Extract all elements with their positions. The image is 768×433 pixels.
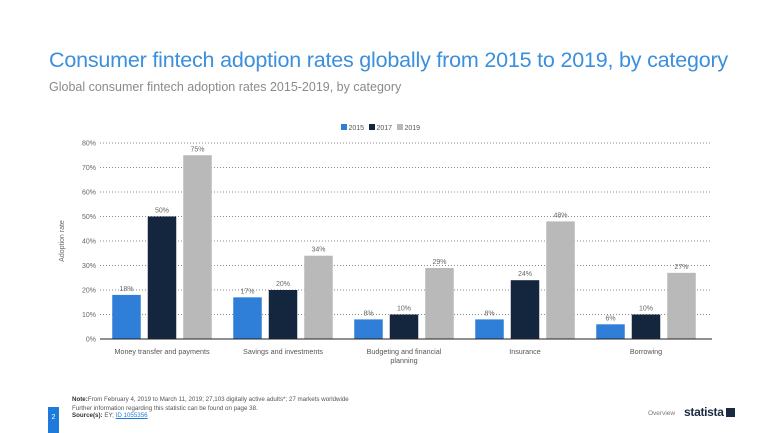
y-tick-label: 10%	[82, 312, 96, 319]
legend-swatch-2015	[341, 124, 347, 130]
page-number: 2	[48, 407, 59, 433]
bar-2017	[389, 314, 419, 339]
statista-logo: statista	[684, 405, 735, 419]
bar-2019	[667, 272, 696, 339]
note: Note:From February 4, 2019 to March 11, …	[72, 396, 349, 403]
bar-2019	[304, 255, 333, 339]
legend-label: 2017	[377, 125, 393, 132]
data-label: 48%	[553, 212, 567, 219]
bar-2019	[546, 221, 575, 339]
bar-2015	[112, 294, 141, 339]
source-link[interactable]: ID 1055356	[115, 412, 148, 419]
legend-swatch-2019	[397, 124, 403, 130]
bar-2015	[354, 319, 383, 339]
data-label: 10%	[397, 306, 411, 313]
legend-label: 2019	[405, 125, 421, 132]
further-info: Further information regarding this stati…	[72, 405, 258, 412]
bar-2015	[596, 324, 625, 339]
bar-chart: 0% 10% 20% 30% 40% 50% 60% 70% 80% Adoption rate 1…	[59, 124, 712, 365]
y-tick-label: 50%	[82, 214, 96, 221]
y-tick-label: 60%	[82, 190, 96, 197]
data-label: 24%	[518, 271, 532, 278]
data-label: 75%	[190, 146, 204, 153]
note-label: Note:	[72, 396, 88, 403]
source: Source(s): EY; ID 1055356	[72, 412, 148, 419]
data-label: 20%	[276, 281, 290, 288]
data-label: 8%	[484, 310, 494, 317]
bar-2019	[425, 267, 454, 339]
y-axis-label: Adoption rate	[59, 220, 66, 262]
page-subtitle: Global consumer fintech adoption rates 2…	[49, 80, 402, 94]
legend-swatch-2017	[369, 124, 375, 130]
x-tick-label: Insurance	[509, 347, 541, 356]
bar-2017	[147, 216, 177, 339]
source-label: Source(s):	[72, 412, 103, 419]
x-tick-label: Money transfer and payments	[114, 347, 209, 356]
legend-label: 2015	[349, 125, 365, 132]
bar-2015	[233, 297, 262, 339]
y-tick-label: 30%	[82, 263, 96, 270]
y-tick-label: 20%	[82, 288, 96, 295]
y-tick-label: 80%	[82, 141, 96, 148]
x-tick-label: planning	[390, 356, 417, 365]
bar-2017	[268, 290, 298, 339]
x-tick-label: Borrowing	[630, 347, 662, 356]
logo-mark-icon	[725, 408, 735, 417]
data-label: 10%	[639, 306, 653, 313]
source-text: EY;	[102, 412, 116, 419]
y-tick-label: 0%	[86, 337, 96, 344]
x-tick-label: Budgeting and financial	[367, 347, 442, 356]
data-label: 29%	[432, 259, 446, 266]
overview-link[interactable]: Overview	[648, 410, 676, 417]
y-tick-label: 70%	[82, 165, 96, 172]
data-label: 18%	[119, 286, 133, 293]
bar-2015	[475, 319, 504, 339]
data-label: 8%	[363, 310, 373, 317]
x-tick-label: Savings and investments	[243, 347, 323, 356]
bar-2017	[631, 314, 661, 339]
bar-2017	[510, 280, 540, 339]
data-label: 50%	[155, 208, 169, 215]
y-tick-label: 40%	[82, 239, 96, 246]
logo-text: statista	[684, 405, 724, 419]
data-label: 34%	[311, 247, 325, 254]
page-title: Consumer fintech adoption rates globally…	[49, 48, 728, 72]
data-label: 6%	[605, 315, 615, 322]
bar-2019	[183, 155, 212, 339]
data-label: 27%	[674, 264, 688, 271]
note-text: From February 4, 2019 to March 11, 2019;…	[87, 396, 349, 403]
data-label: 17%	[240, 288, 254, 295]
